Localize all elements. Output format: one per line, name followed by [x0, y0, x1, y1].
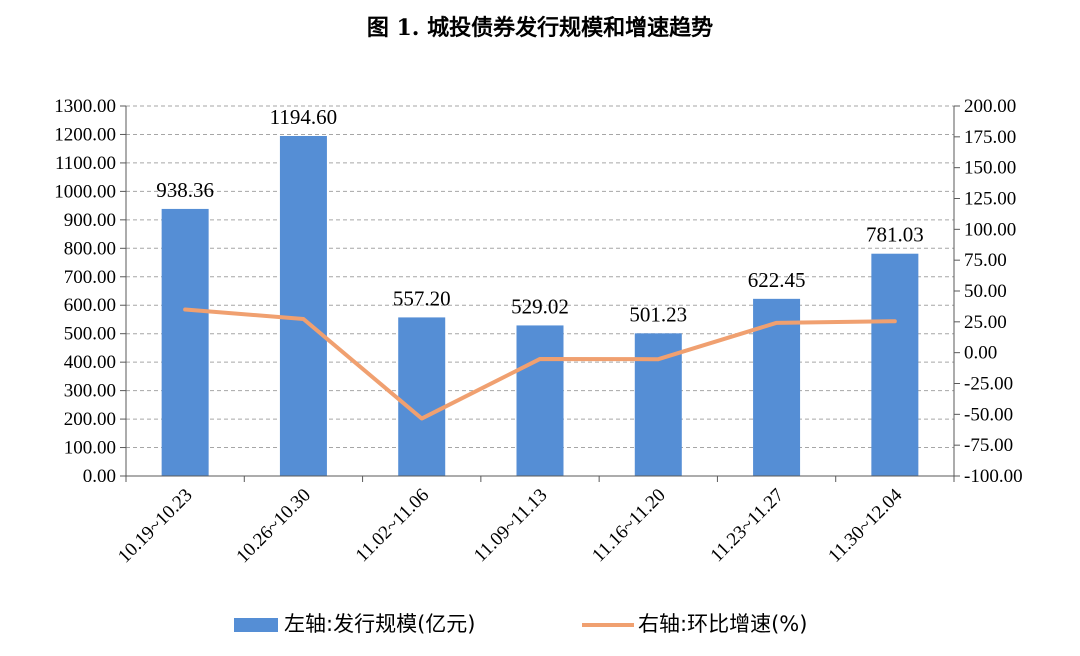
left-tick-label: 1300.00 — [54, 96, 116, 117]
x-tick-label: 11.16~11.20 — [588, 485, 670, 567]
left-tick-label: 1100.00 — [55, 153, 116, 174]
right-tick-label: -100.00 — [964, 466, 1023, 487]
right-tick-label: 25.00 — [964, 312, 1007, 333]
left-tick-label: 700.00 — [64, 267, 116, 288]
right-tick-label: 100.00 — [964, 219, 1016, 240]
bar-data-label: 938.36 — [156, 178, 214, 202]
right-tick-label: 175.00 — [964, 127, 1016, 148]
bar-data-label: 557.20 — [393, 286, 451, 310]
left-tick-label: 600.00 — [64, 295, 116, 316]
right-tick-label: 200.00 — [964, 96, 1016, 117]
legend-label-line: 右轴:环比增速(%) — [638, 612, 807, 636]
left-tick-label: 100.00 — [64, 438, 116, 459]
x-tick-label: 11.30~12.04 — [824, 484, 906, 566]
right-tick-label: 125.00 — [964, 189, 1016, 210]
bar — [871, 253, 919, 476]
x-tick-label: 11.02~11.06 — [352, 485, 434, 567]
x-tick-label: 11.09~11.13 — [470, 485, 552, 567]
right-tick-label: 75.00 — [964, 250, 1007, 271]
right-tick-label: 0.00 — [964, 343, 997, 364]
bar — [516, 325, 564, 476]
left-tick-label: 0.00 — [83, 466, 116, 487]
left-tick-label: 300.00 — [64, 381, 116, 402]
right-tick-label: 50.00 — [964, 281, 1007, 302]
bar — [753, 298, 801, 476]
line-series — [183, 307, 897, 421]
chart-title: 图 1. 城投债券发行规模和增速趋势 — [366, 15, 714, 41]
x-tick-label: 10.19~10.23 — [114, 485, 197, 568]
legend: 左轴:发行规模(亿元) 右轴:环比增速(%) — [234, 612, 807, 636]
legend-label-bar: 左轴:发行规模(亿元) — [284, 612, 475, 636]
bar — [161, 208, 209, 476]
bar-data-label: 1194.60 — [270, 105, 337, 129]
left-tick-label: 900.00 — [64, 210, 116, 231]
bar — [279, 135, 327, 476]
right-tick-label: -25.00 — [964, 374, 1013, 395]
left-tick-label: 1000.00 — [54, 181, 116, 202]
bar — [398, 317, 446, 476]
bar-series — [161, 135, 919, 476]
right-tick-label: -50.00 — [964, 404, 1013, 425]
legend-swatch-bar — [234, 618, 278, 632]
left-tick-label: 800.00 — [64, 238, 116, 259]
right-tick-label: -75.00 — [964, 435, 1013, 456]
x-tick-label: 11.23~11.27 — [707, 485, 789, 567]
data-labels: 938.36 1194.60 557.20 529.02 501.23 622.45 781… — [156, 105, 923, 326]
left-tick-label: 500.00 — [64, 324, 116, 345]
left-tick-label: 200.00 — [64, 409, 116, 430]
left-tick-label: 400.00 — [64, 352, 116, 373]
bar-data-label: 781.03 — [866, 223, 924, 247]
bar-data-label: 529.02 — [511, 294, 569, 318]
right-tick-label: 150.00 — [964, 158, 1016, 179]
bar-data-label: 622.45 — [748, 268, 806, 292]
bar-data-label: 501.23 — [629, 302, 687, 326]
x-tick-label: 10.26~10.30 — [232, 485, 315, 568]
left-tick-label: 1200.00 — [54, 124, 116, 145]
